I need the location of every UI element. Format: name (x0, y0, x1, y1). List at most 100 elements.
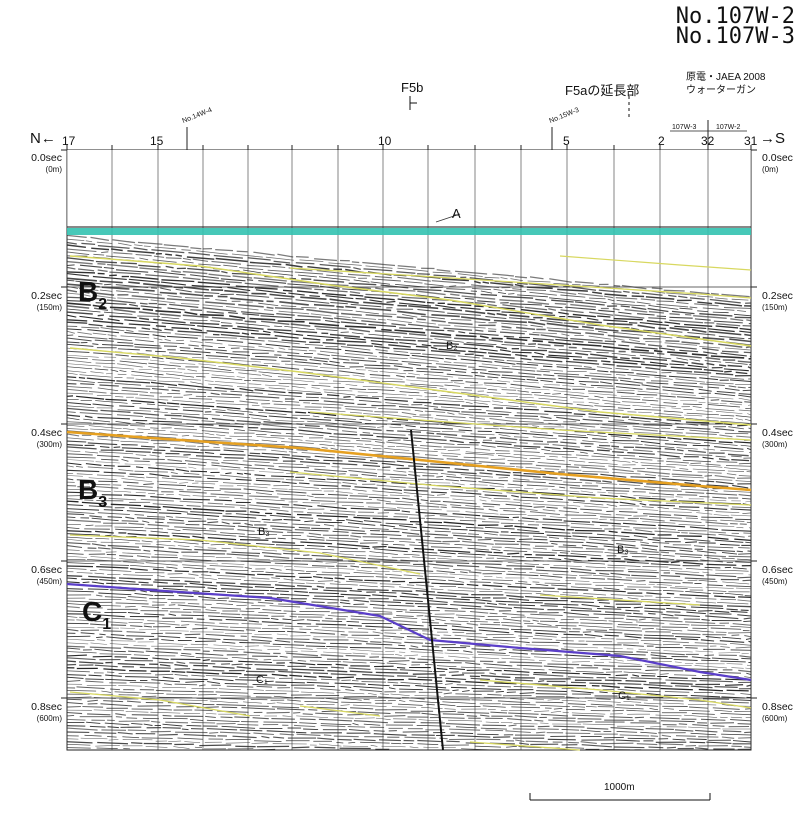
reflection-trace (66, 511, 750, 549)
reflection-trace (66, 654, 752, 681)
reflection-trace (66, 725, 752, 745)
reflection-trace (66, 542, 752, 579)
reflection-trace (66, 676, 752, 701)
reflection-trace (66, 417, 752, 465)
reflection-trace (66, 504, 752, 544)
reflection-trace (66, 705, 752, 728)
reflection-trace (66, 513, 752, 553)
reflection-trace (66, 363, 752, 416)
reflection-trace (66, 446, 752, 492)
reflection-trace (66, 475, 752, 517)
reflection-trace (66, 421, 752, 467)
shotpoint-label: 31 (744, 134, 758, 148)
reflection-trace (66, 516, 752, 555)
reflection-trace (66, 411, 752, 459)
reflection-trace (66, 314, 749, 372)
reflection-trace (66, 545, 752, 582)
reflector-b2-label: B₂ (446, 340, 458, 352)
reflection-trace (66, 709, 751, 730)
reflection-trace (66, 251, 747, 312)
reflection-trace (66, 382, 752, 433)
reflection-trace (66, 744, 276, 751)
reflection-trace (66, 610, 752, 640)
horizon-b3-upper (309, 411, 752, 441)
reflection-trace (66, 737, 494, 751)
reflection-trace (66, 376, 752, 427)
reflection-trace (66, 289, 752, 349)
horizon-b2-base (69, 347, 752, 426)
horizon-b3-right (539, 594, 701, 606)
reflection-trace (66, 495, 752, 534)
reflection-trace (66, 308, 752, 366)
reflection-trace (66, 615, 752, 646)
reflection-trace (66, 456, 752, 500)
time-label-left: 0.8sec (600m) (31, 701, 62, 723)
reflection-trace (66, 292, 750, 351)
reflection-trace (66, 693, 752, 716)
reflection-trace (66, 485, 747, 525)
time-label-right: 0.6sec (450m) (762, 564, 793, 586)
reflection-trace (66, 581, 748, 613)
reflector-b3-right-label: B₃ (617, 544, 629, 556)
reflection-trace (66, 305, 752, 364)
fault-line (410, 429, 444, 751)
reflection-texture (66, 234, 752, 751)
unit-b2-label: B2 (78, 276, 108, 313)
reflection-trace (66, 698, 752, 722)
reflection-trace (66, 481, 752, 523)
reflection-trace (66, 690, 752, 712)
horizon-c1 (66, 582, 752, 682)
reflection-trace (66, 696, 752, 719)
horizon-b3-top (66, 430, 752, 492)
crossing-line-107w3: 107W-3 (672, 124, 697, 131)
reflection-trace (66, 635, 752, 664)
unit-c1-label: C1 (82, 596, 112, 633)
fault-f5b-label: F5b (401, 80, 424, 95)
reflection-trace (66, 321, 752, 377)
north-arrow: N← (30, 130, 56, 147)
reflection-trace (66, 657, 752, 684)
reflection-trace (66, 562, 752, 597)
reflection-trace (66, 686, 752, 710)
reflection-trace (66, 613, 752, 643)
reflection-trace (66, 425, 752, 471)
reflection-trace (66, 388, 752, 438)
reflection-trace (66, 450, 752, 493)
crossing-line-107w2: 107W-2 (716, 124, 741, 131)
source-method-label: ウォーターガン (686, 85, 756, 96)
reflector-b3-left-label: B₃ (258, 526, 270, 538)
reflection-trace (66, 721, 752, 743)
reflection-trace (66, 626, 752, 655)
reflection-trace (66, 680, 752, 704)
reflection-trace (66, 370, 752, 422)
horizon-c1-right (479, 679, 752, 709)
reflection-trace (66, 302, 752, 360)
reflection-trace (66, 527, 752, 564)
reflection-trace (66, 234, 750, 298)
time-label-left: 0.6sec (450m) (31, 564, 62, 586)
reflection-trace (66, 462, 752, 506)
shotpoint-label: 10 (378, 134, 392, 148)
reflection-trace (66, 741, 390, 751)
reflection-trace (66, 325, 752, 380)
reflection-trace (66, 300, 752, 358)
reflection-trace (66, 337, 752, 392)
reflection-trace (66, 606, 752, 638)
shotpoint-label: 15 (150, 134, 164, 148)
reflection-trace (66, 660, 752, 687)
reflector-c1-right-label: C₁ (618, 690, 630, 702)
reflection-trace (66, 674, 752, 699)
reflection-trace (66, 428, 752, 473)
line-title-107w3: No.107W-3 (675, 24, 795, 49)
reflection-trace (66, 488, 752, 529)
reflection-trace (66, 718, 752, 739)
reflection-trace (66, 354, 752, 406)
reflection-trace (66, 473, 752, 514)
reflection-trace (66, 498, 752, 538)
horizon-b3-mid (289, 471, 752, 506)
reflection-trace (66, 508, 751, 546)
line-title-107w2: No.107W-2 (675, 4, 795, 29)
reflection-trace (66, 311, 752, 369)
horizon-b2-upper (289, 267, 752, 299)
shotpoint-label: 5 (563, 134, 570, 148)
